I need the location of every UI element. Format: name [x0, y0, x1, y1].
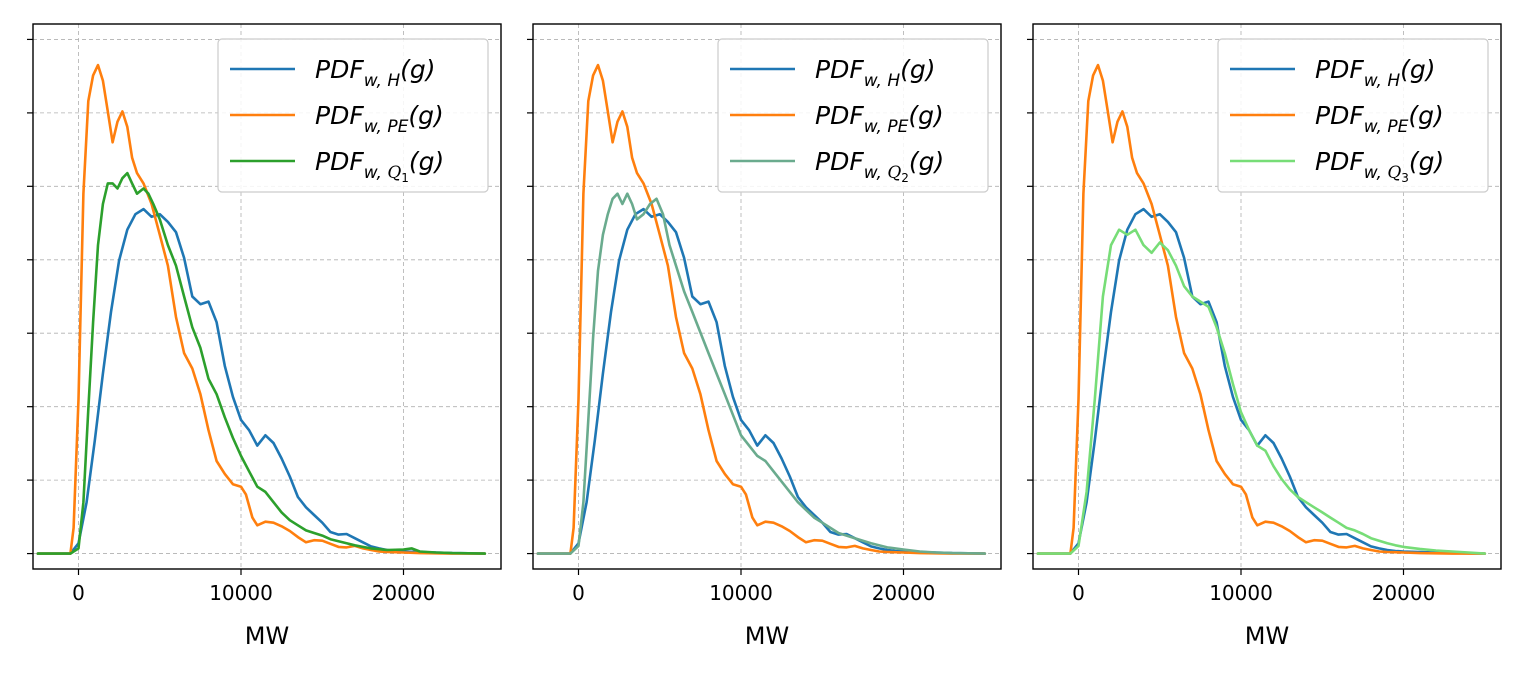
series-line-1	[36, 207, 487, 555]
series-line-3	[36, 171, 487, 555]
legend-label-2: PDFw, PE(g)	[815, 101, 944, 137]
legend-label-1: PDFw, H(g)	[315, 55, 436, 91]
legend-label-2: PDFw, PE(g)	[1315, 101, 1444, 137]
legend-label-3: PDFw, Q2(g)	[815, 147, 944, 185]
axes-frame	[532, 23, 1002, 570]
series-line-3	[1036, 228, 1487, 555]
series-line-1	[1036, 207, 1487, 555]
x-tick-label: 0	[72, 581, 85, 605]
x-tick-label: 10000	[709, 581, 773, 605]
x-tick-label: 0	[1072, 581, 1085, 605]
x-axis-label: MW	[745, 622, 789, 650]
legend-label-1: PDFw, H(g)	[815, 55, 936, 91]
x-tick-label: 0	[572, 581, 585, 605]
legend: PDFw, H(g) PDFw, PE(g) PDFw, Q2(g)	[717, 38, 989, 193]
x-tick-label: 10000	[209, 581, 273, 605]
x-axis-label: MW	[245, 622, 289, 650]
series-line-2	[36, 63, 487, 555]
legend-box	[717, 38, 989, 193]
axes-frame	[32, 23, 502, 570]
legend: PDFw, H(g) PDFw, PE(g) PDFw, Q1(g)	[217, 38, 489, 193]
x-tick-label: 20000	[372, 581, 436, 605]
x-tick-label: 10000	[1209, 581, 1273, 605]
legend-box	[217, 38, 489, 193]
legend-label-2: PDFw, PE(g)	[315, 101, 444, 137]
x-axis-label: MW	[1245, 622, 1289, 650]
series-line-2	[536, 63, 987, 555]
legend-label-3: PDFw, Q1(g)	[315, 147, 444, 185]
series-line-1	[536, 207, 987, 555]
legend-box	[1217, 38, 1489, 193]
series-line-3	[536, 192, 987, 555]
axes-frame	[1032, 23, 1502, 570]
legend-label-3: PDFw, Q3(g)	[1315, 147, 1444, 185]
x-tick-label: 20000	[872, 581, 936, 605]
x-tick-label: 20000	[1372, 581, 1436, 605]
legend-label-1: PDFw, H(g)	[1315, 55, 1436, 91]
series-line-2	[1036, 63, 1487, 555]
legend: PDFw, H(g) PDFw, PE(g) PDFw, Q3(g)	[1217, 38, 1489, 193]
